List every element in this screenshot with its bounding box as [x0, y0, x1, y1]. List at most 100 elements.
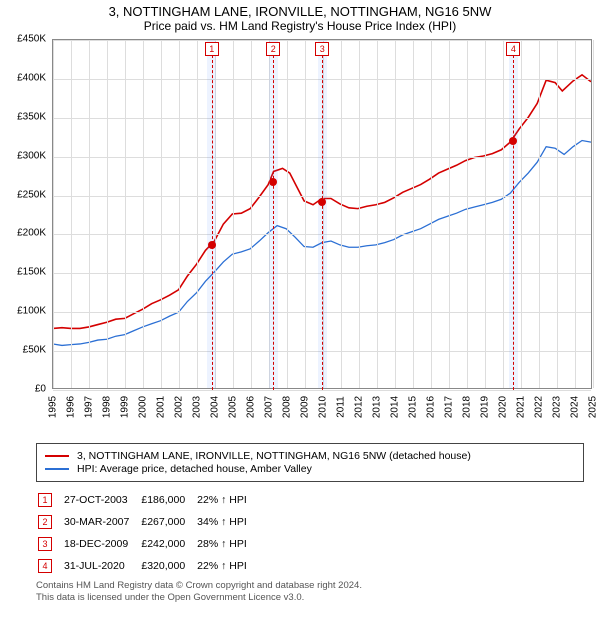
chart-area: £0£50K£100K£150K£200K£250K£300K£350K£400… [6, 39, 594, 399]
event-date: 18-DEC-2009 [64, 534, 139, 554]
gridline-vertical [575, 40, 576, 388]
legend-label-hpi: HPI: Average price, detached house, Ambe… [77, 463, 312, 475]
event-marker-line [212, 55, 213, 390]
x-axis-tick-label: 2025 [588, 396, 599, 418]
event-marker-box: 1 [205, 42, 219, 56]
event-row: 4 31-JUL-2020£320,00022% ↑ HPI [38, 556, 257, 576]
x-axis-tick-label: 2002 [174, 396, 185, 418]
gridline-vertical [71, 40, 72, 388]
legend-row-property: 3, NOTTINGHAM LANE, IRONVILLE, NOTTINGHA… [45, 450, 575, 462]
x-axis-tick-label: 2018 [462, 396, 473, 418]
footer-attribution: Contains HM Land Registry data © Crown c… [36, 580, 584, 604]
event-marker-line [322, 55, 323, 390]
event-marker-line [273, 55, 274, 390]
event-marker-line [513, 55, 514, 390]
legend-swatch-hpi [45, 468, 69, 470]
gridline-vertical [377, 40, 378, 388]
footer-line1: Contains HM Land Registry data © Crown c… [36, 580, 584, 592]
y-axis-labels: £0£50K£100K£150K£200K£250K£300K£350K£400… [6, 39, 48, 389]
y-axis-tick-label: £200K [17, 228, 46, 239]
footer-line2: This data is licensed under the Open Gov… [36, 592, 584, 604]
x-axis-tick-label: 2013 [372, 396, 383, 418]
arrow-up-icon: ↑ [221, 494, 226, 506]
chart-subtitle: Price paid vs. HM Land Registry's House … [6, 19, 594, 33]
event-marker-box: 3 [315, 42, 329, 56]
x-axis-tick-label: 2014 [390, 396, 401, 418]
gridline-vertical [233, 40, 234, 388]
x-axis-tick-label: 1996 [66, 396, 77, 418]
x-axis-tick-label: 2011 [336, 396, 347, 418]
x-axis-tick-label: 2003 [192, 396, 203, 418]
gridline-vertical [143, 40, 144, 388]
y-axis-tick-label: £0 [35, 384, 46, 395]
gridline-vertical [413, 40, 414, 388]
chart-plot: 1995199619971998199920002001200220032004… [52, 39, 592, 389]
gridline-vertical [359, 40, 360, 388]
gridline-vertical [179, 40, 180, 388]
event-marker-dot [269, 178, 277, 186]
x-axis-tick-label: 2006 [246, 396, 257, 418]
event-price: £320,000 [141, 556, 195, 576]
gridline-vertical [341, 40, 342, 388]
y-axis-tick-label: £250K [17, 189, 46, 200]
event-number-cell: 3 [38, 534, 62, 554]
event-pct: 22% ↑ HPI [197, 556, 257, 576]
event-number-cell: 4 [38, 556, 62, 576]
x-axis-tick-label: 2020 [498, 396, 509, 418]
chart-title: 3, NOTTINGHAM LANE, IRONVILLE, NOTTINGHA… [6, 4, 594, 19]
event-pct: 22% ↑ HPI [197, 490, 257, 510]
event-number-cell: 1 [38, 490, 62, 510]
legend-swatch-property [45, 455, 69, 457]
y-axis-tick-label: £450K [17, 34, 46, 45]
event-date: 31-JUL-2020 [64, 556, 139, 576]
arrow-up-icon: ↑ [221, 516, 226, 528]
event-number-box: 4 [38, 559, 52, 573]
gridline-vertical [431, 40, 432, 388]
event-marker-box: 4 [506, 42, 520, 56]
x-axis-tick-label: 2019 [480, 396, 491, 418]
event-marker-dot [509, 137, 517, 145]
y-axis-tick-label: £300K [17, 150, 46, 161]
chart-legend: 3, NOTTINGHAM LANE, IRONVILLE, NOTTINGHA… [36, 443, 584, 482]
x-axis-tick-label: 2004 [210, 396, 221, 418]
x-axis-tick-label: 2010 [318, 396, 329, 418]
x-axis-tick-label: 2000 [138, 396, 149, 418]
events-table: 127-OCT-2003£186,00022% ↑ HPI230-MAR-200… [36, 488, 259, 578]
gridline-vertical [593, 40, 594, 388]
gridline-vertical [53, 40, 54, 388]
x-axis-tick-label: 2023 [552, 396, 563, 418]
legend-row-hpi: HPI: Average price, detached house, Ambe… [45, 463, 575, 475]
gridline-horizontal [53, 390, 591, 391]
gridline-vertical [107, 40, 108, 388]
x-axis-tick-label: 2008 [282, 396, 293, 418]
event-pct: 34% ↑ HPI [197, 512, 257, 532]
event-marker-box: 2 [266, 42, 280, 56]
x-axis-tick-label: 2007 [264, 396, 275, 418]
x-axis-tick-label: 1998 [102, 396, 113, 418]
x-axis-tick-label: 2022 [534, 396, 545, 418]
gridline-vertical [287, 40, 288, 388]
x-axis-tick-label: 1997 [84, 396, 95, 418]
event-date: 27-OCT-2003 [64, 490, 139, 510]
gridline-vertical [467, 40, 468, 388]
event-marker-dot [318, 198, 326, 206]
x-axis-tick-label: 2009 [300, 396, 311, 418]
gridline-vertical [449, 40, 450, 388]
gridline-vertical [197, 40, 198, 388]
x-axis-tick-label: 2021 [516, 396, 527, 418]
legend-label-property: 3, NOTTINGHAM LANE, IRONVILLE, NOTTINGHA… [77, 450, 471, 462]
x-axis-tick-label: 2017 [444, 396, 455, 418]
x-axis-tick-label: 1995 [48, 396, 59, 418]
gridline-vertical [521, 40, 522, 388]
gridline-vertical [503, 40, 504, 388]
gridline-vertical [557, 40, 558, 388]
x-axis-tick-label: 2015 [408, 396, 419, 418]
x-axis-tick-label: 2005 [228, 396, 239, 418]
y-axis-tick-label: £400K [17, 72, 46, 83]
x-axis-tick-label: 2001 [156, 396, 167, 418]
gridline-vertical [395, 40, 396, 388]
event-number-box: 1 [38, 493, 52, 507]
gridline-vertical [161, 40, 162, 388]
arrow-up-icon: ↑ [221, 560, 226, 572]
gridline-vertical [539, 40, 540, 388]
